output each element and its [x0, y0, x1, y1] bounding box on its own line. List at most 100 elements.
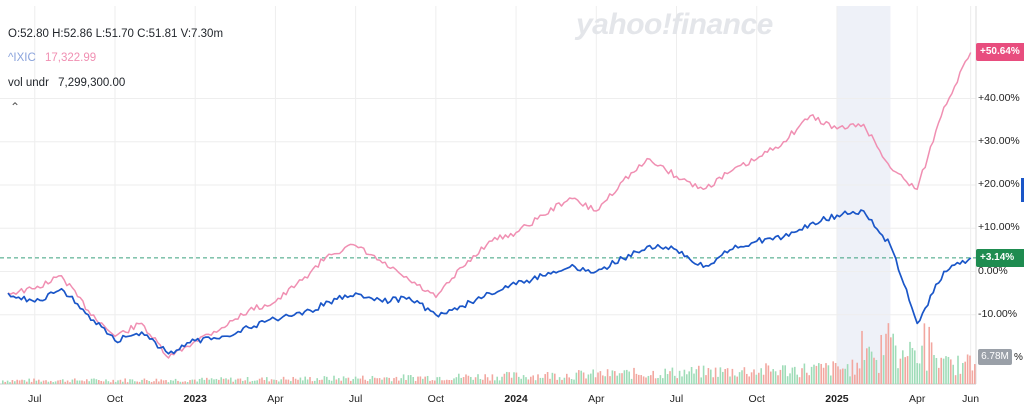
volume-bar [484, 374, 486, 384]
volume-bar [753, 369, 755, 384]
volume-bar [654, 378, 657, 384]
volume-bar [62, 379, 64, 384]
volume-bar [878, 372, 880, 384]
volume-bar [966, 354, 969, 384]
compare-symbol-legend[interactable]: ^IXIC 17,322.99 [8, 52, 96, 64]
volume-bar [633, 367, 635, 384]
volume-bar [309, 377, 311, 384]
volume-bar [129, 379, 131, 384]
volume-bar [664, 368, 666, 384]
volume-bar [762, 374, 765, 384]
volume-bar [738, 372, 741, 384]
series-line-main [7, 209, 972, 355]
volume-bar [842, 368, 844, 384]
volume-label: vol undr [8, 77, 49, 89]
volume-bar [844, 368, 846, 384]
volume-bar [820, 363, 822, 384]
ohlc-readout: O:52.80 H:52.86 L:51.70 C:51.81 V:7.30m [8, 28, 224, 40]
volume-bar [602, 375, 604, 384]
volume-bar [510, 377, 513, 384]
volume-bar [592, 369, 594, 384]
volume-bar [179, 381, 182, 384]
volume-bar [928, 326, 930, 384]
chevron-up-icon[interactable]: ⌃ [10, 100, 21, 114]
volume-bar [952, 364, 954, 384]
x-tick-label: Jun [962, 393, 980, 405]
volume-bar [222, 378, 225, 384]
volume-bar [837, 366, 839, 384]
volume-bar [714, 367, 717, 384]
x-tick-label: Jul [669, 393, 684, 405]
volume-bar [105, 379, 107, 384]
volume-bar [119, 379, 122, 384]
volume-bar [249, 381, 251, 384]
volume-bar [532, 375, 534, 384]
volume-bar [765, 363, 767, 384]
volume-bar [959, 373, 962, 384]
volume-bar [638, 374, 640, 384]
volume-bar [482, 379, 484, 384]
volume-bar [671, 367, 674, 384]
volume-bar [122, 381, 124, 384]
volume-bar [225, 378, 227, 384]
volume-bar [410, 375, 412, 384]
x-tick-label: Jul [348, 393, 363, 405]
volume-bar [832, 361, 834, 384]
volume-bar [503, 373, 506, 384]
volume-bar [462, 377, 465, 384]
volume-bar [242, 380, 244, 384]
volume-readout: vol undr 7,299,300.00 [8, 77, 125, 89]
volume-bar [280, 379, 282, 384]
volume-bar [491, 374, 494, 384]
volume-bar [194, 379, 196, 384]
volume-bar [443, 380, 446, 384]
volume-bar [662, 378, 664, 384]
volume-bar [299, 377, 302, 384]
volume-bar [918, 363, 921, 384]
volume-bar [789, 373, 791, 384]
series-lines [7, 52, 972, 359]
volume-bar [705, 375, 707, 384]
volume-bar [748, 376, 750, 384]
volume-bar [724, 369, 726, 384]
volume-bar [323, 376, 326, 384]
volume-bar [808, 375, 810, 384]
volume-bar [357, 378, 359, 384]
volume-bar [417, 376, 419, 384]
volume-bar [774, 371, 777, 384]
volume-bar [880, 334, 882, 384]
volume-bar [873, 357, 875, 384]
volume-bar [383, 377, 386, 384]
volume-bar [770, 371, 772, 384]
volume-bar [347, 377, 350, 384]
volume-bar [134, 381, 136, 384]
volume-bar [964, 361, 966, 384]
volume-bar [746, 373, 748, 384]
volume-bar [923, 323, 926, 384]
volume-bar [350, 380, 352, 384]
volume-bar [556, 379, 558, 384]
main-last-value-badge: +3.14% [976, 248, 1024, 267]
volume-bar [155, 378, 158, 384]
grid-layer [0, 6, 977, 385]
volume-bar [66, 380, 69, 384]
volume-bar [957, 355, 959, 384]
volume-bar [326, 376, 328, 384]
volume-bar [472, 379, 474, 384]
volume-bar [165, 380, 167, 384]
volume-bar [117, 380, 119, 384]
x-tick-label: 2025 [825, 393, 849, 405]
volume-bar [354, 376, 357, 384]
volume-bar [791, 367, 794, 384]
volume-bar [904, 357, 906, 384]
volume-bar [796, 374, 798, 384]
volume-bar [402, 374, 405, 384]
volume-bar [388, 377, 390, 384]
volume-bar [177, 380, 179, 384]
volume-bar [520, 378, 522, 384]
volume-bar [582, 372, 585, 384]
volume-bar [263, 380, 266, 384]
volume-bar [270, 379, 273, 384]
volume-bar [866, 348, 868, 384]
